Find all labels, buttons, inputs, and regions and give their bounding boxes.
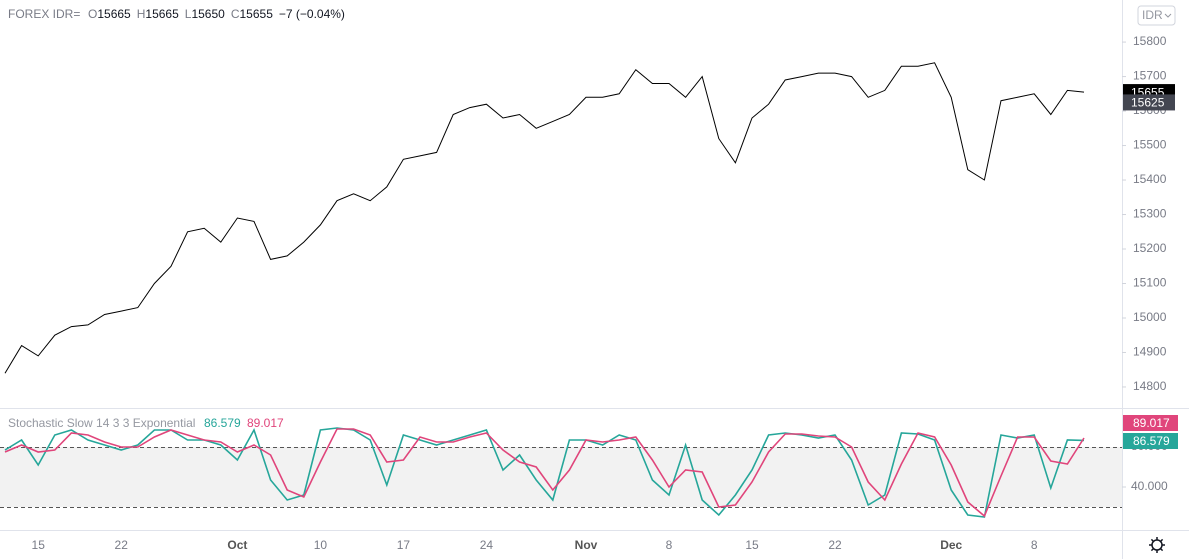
price-badge xyxy=(1123,94,1175,111)
ohlc-key: C xyxy=(231,7,240,21)
settings-icon[interactable] xyxy=(1149,537,1165,553)
currency-label[interactable]: IDR xyxy=(1142,8,1163,22)
y-tick-label: 15000 xyxy=(1133,310,1167,324)
y-tick-label: 15800 xyxy=(1133,34,1167,48)
stochastic-line xyxy=(4,428,1085,518)
x-tick-label: 22 xyxy=(115,538,129,552)
stochastic-line xyxy=(4,427,1085,518)
y-tick-label: 14800 xyxy=(1133,379,1167,393)
plot-layer: 14800 14900 15000 15100 15200 15300 15400 15500… xyxy=(0,34,1178,552)
currency-caret[interactable] xyxy=(1164,13,1172,18)
band xyxy=(0,447,1122,507)
y-tick-label: 15700 xyxy=(1133,69,1167,83)
y-tick-label: 15500 xyxy=(1133,138,1167,152)
x-tick-label: 8 xyxy=(666,538,673,552)
indicator-title: Stochastic Slow 14 3 3 Exponential xyxy=(8,416,195,430)
ohlc-key: O xyxy=(88,7,97,21)
symbol: FOREX IDR= xyxy=(8,7,80,21)
ohlc-value: 15650 xyxy=(191,7,225,21)
value-badge-label: 86.579 xyxy=(1133,434,1170,448)
ohlc-value: 15655 xyxy=(240,7,274,21)
x-tick-label: 24 xyxy=(480,538,494,552)
y-tick-label: 40.000 xyxy=(1131,479,1168,493)
y-tick-label: 15200 xyxy=(1133,241,1167,255)
ohlc-value: 15665 xyxy=(97,7,131,21)
value-badge xyxy=(1123,433,1178,449)
gear-teeth[interactable] xyxy=(1149,537,1165,553)
indicator-d-value: 89.017 xyxy=(247,416,284,430)
indicator-k-value: 86.579 xyxy=(204,416,241,430)
ohlc-key: H xyxy=(137,7,146,21)
x-tick-label: Dec xyxy=(940,538,962,552)
ohlc-change: −7 (−0.04%) xyxy=(279,7,345,21)
x-tick-label: Nov xyxy=(575,538,598,552)
y-tick-label: 15400 xyxy=(1133,172,1167,186)
y-tick-label: 15100 xyxy=(1133,276,1167,290)
x-tick-label: 10 xyxy=(314,538,328,552)
x-tick-label: 8 xyxy=(1031,538,1038,552)
x-tick-label: 22 xyxy=(828,538,842,552)
y-tick-label: 15300 xyxy=(1133,207,1167,221)
x-tick-label: 15 xyxy=(745,538,759,552)
ohlc-key: L xyxy=(185,7,192,21)
ohlc-legend: O15665 H15665 L15650 C15655 −7 (−0.04%) xyxy=(88,7,345,21)
price-line xyxy=(4,62,1085,374)
x-tick-label: 17 xyxy=(397,538,411,552)
x-tick-label: Oct xyxy=(227,538,247,552)
x-tick-label: 15 xyxy=(32,538,46,552)
ohlc-value: 15665 xyxy=(145,7,179,21)
value-badge-label: 89.017 xyxy=(1133,416,1170,430)
currency-button[interactable] xyxy=(1137,5,1176,26)
y-tick-label: 14900 xyxy=(1133,345,1167,359)
price-badge-label: 15625 xyxy=(1131,96,1165,110)
value-badge xyxy=(1123,415,1178,431)
